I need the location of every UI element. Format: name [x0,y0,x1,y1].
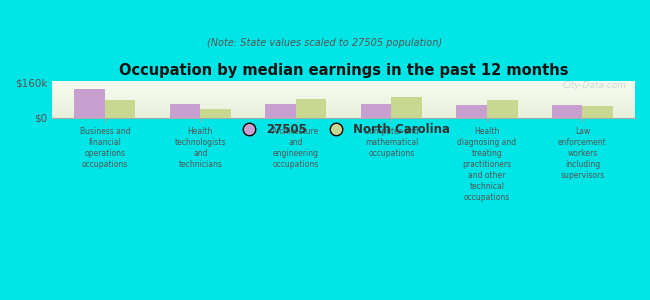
Bar [53,100,635,101]
Bar [53,81,635,82]
Bar [53,99,635,100]
Bar [53,89,635,90]
Bar [487,100,517,118]
Bar [53,102,635,103]
Bar [53,82,635,83]
Bar [53,90,635,91]
Bar [105,100,135,118]
Title: Occupation by median earnings in the past 12 months: Occupation by median earnings in the pas… [119,63,569,78]
Bar [53,84,635,85]
Bar [391,97,422,118]
Text: (Note: State values scaled to 27505 population): (Note: State values scaled to 27505 popu… [207,38,443,49]
Bar [200,109,231,118]
Bar [53,105,635,106]
Bar [53,104,635,105]
Bar [74,89,105,118]
Bar [53,115,635,116]
Bar [53,108,635,109]
Bar [53,117,635,118]
Bar [53,87,635,88]
Bar [361,104,391,118]
Bar [265,104,296,118]
Text: City-Data.com: City-Data.com [562,81,626,90]
Bar [53,114,635,115]
Bar [53,85,635,86]
Bar [170,103,200,118]
Bar [53,113,635,114]
Bar [456,105,487,118]
Bar [53,112,635,113]
Bar [53,88,635,89]
Bar [53,109,635,110]
Bar [53,116,635,117]
Bar [53,95,635,96]
Bar [53,93,635,94]
Bar [53,83,635,84]
Bar [552,105,582,118]
Bar [53,101,635,102]
Bar [53,103,635,104]
Bar [53,96,635,97]
Bar [53,86,635,87]
Bar [53,106,635,107]
Legend: 27505, North Carolina: 27505, North Carolina [233,118,454,141]
Bar [53,92,635,93]
Bar [53,110,635,111]
Bar [53,94,635,95]
Bar [296,99,326,118]
Bar [53,107,635,108]
Bar [53,98,635,99]
Bar [53,111,635,112]
Bar [53,97,635,98]
Bar [582,106,613,118]
